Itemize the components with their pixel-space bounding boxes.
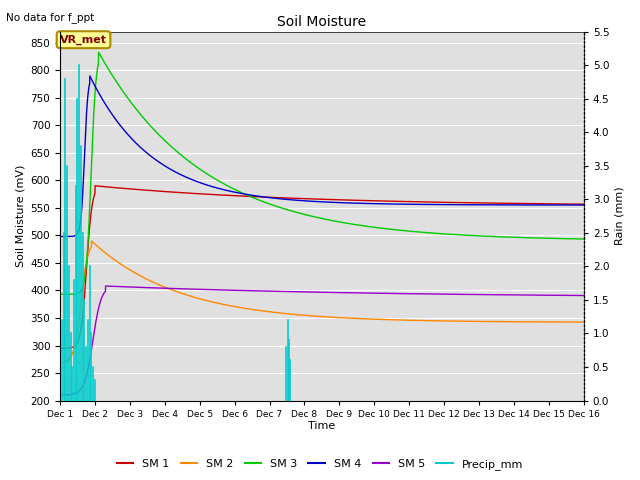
Y-axis label: Soil Moisture (mV): Soil Moisture (mV) (15, 165, 25, 267)
Y-axis label: Rain (mm): Rain (mm) (615, 187, 625, 245)
X-axis label: Time: Time (308, 421, 335, 432)
Title: Soil Moisture: Soil Moisture (277, 15, 367, 29)
Text: VR_met: VR_met (60, 35, 107, 45)
Legend: SM 1, SM 2, SM 3, SM 4, SM 5, Precip_mm: SM 1, SM 2, SM 3, SM 4, SM 5, Precip_mm (112, 455, 528, 474)
Text: No data for f_ppt: No data for f_ppt (6, 12, 95, 23)
